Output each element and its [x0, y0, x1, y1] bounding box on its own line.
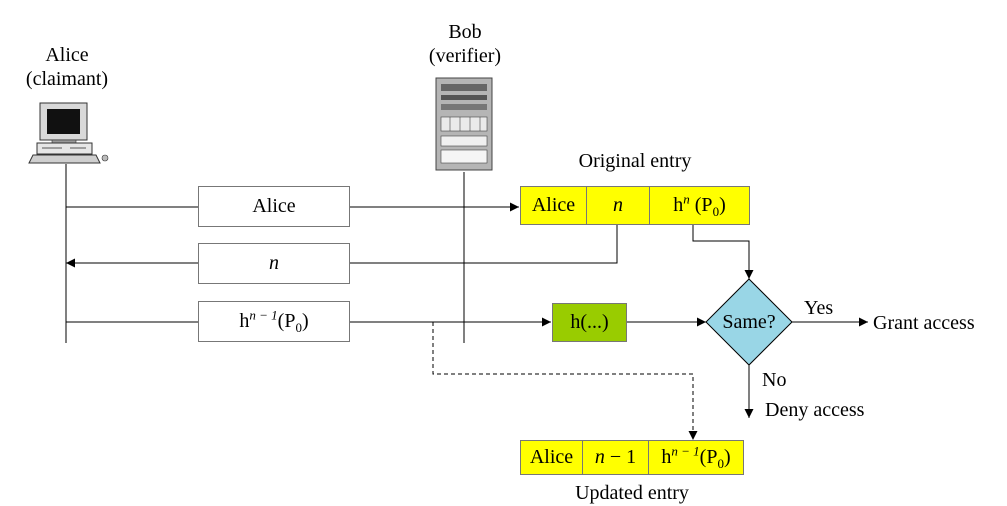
alice-role: (claimant): [25, 68, 109, 90]
hash-function-label: h(...): [570, 311, 609, 333]
message-hash-text: hn − 1(P0): [239, 307, 309, 335]
yes-label: Yes: [804, 297, 834, 319]
arrow-stored-hash-to-decision: [692, 224, 754, 279]
updated-entry-caption: Updated entry: [575, 482, 689, 504]
computer-icon: [28, 102, 109, 164]
bob-name: Bob: [448, 21, 482, 43]
server-icon: [435, 77, 493, 171]
decision-label: Same?: [722, 311, 776, 333]
bob-role: (verifier): [428, 45, 502, 67]
arrow-n-return: [350, 224, 618, 264]
message-n-box: n: [198, 243, 350, 284]
message-alice-text: Alice: [252, 195, 296, 217]
message-hash-box: hn − 1(P0): [198, 301, 350, 342]
alice-name: Alice: [45, 44, 89, 66]
message-alice-box: Alice: [198, 186, 350, 227]
updated-entry-count: n − 1: [582, 440, 649, 475]
hash-function-box: h(...): [552, 303, 627, 342]
original-entry-count: n: [586, 186, 650, 225]
no-label: No: [762, 369, 787, 391]
updated-entry-name: Alice: [520, 440, 583, 475]
original-entry-hash: hn (P0): [649, 186, 750, 225]
deny-access-label: Deny access: [765, 399, 865, 421]
alice-label: Alice (claimant): [12, 43, 122, 91]
bob-label: Bob (verifier): [410, 20, 520, 68]
original-entry-caption: Original entry: [578, 150, 692, 172]
update-path-dashed: [432, 322, 698, 440]
original-entry-name: Alice: [520, 186, 587, 225]
grant-access-label: Grant access: [873, 312, 975, 334]
message-n-text: n: [269, 252, 279, 274]
updated-entry-hash: hn − 1(P0): [648, 440, 744, 475]
